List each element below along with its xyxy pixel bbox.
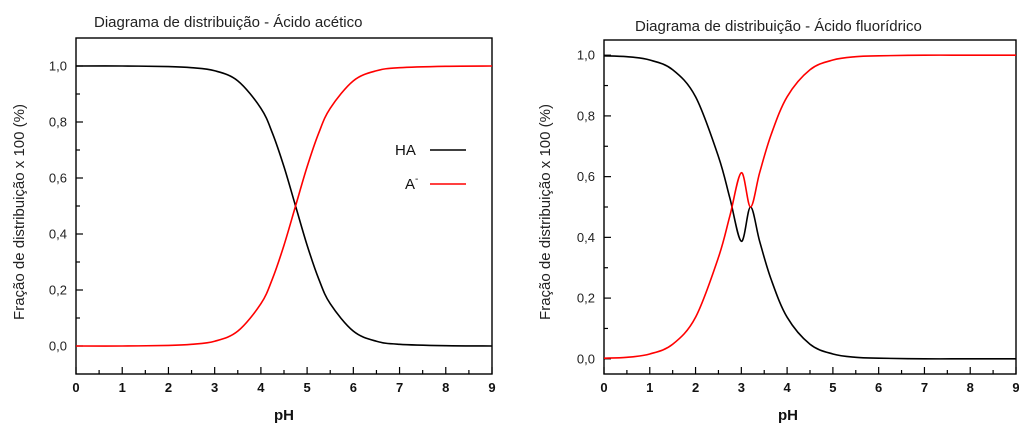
- legend-label-a: A-: [405, 174, 418, 193]
- x-tick-label: 9: [488, 380, 495, 395]
- chart-1-title: Diagrama de distribuição - Ácido acético: [94, 14, 362, 31]
- y-tick-label: 0,6: [49, 171, 67, 186]
- chart-2-plot-frame: [603, 39, 1017, 375]
- x-tick-label: 0: [600, 380, 607, 395]
- x-tick-label: 4: [783, 380, 791, 395]
- y-tick-label: 0,4: [49, 227, 67, 242]
- y-tick-label: 1,0: [577, 48, 595, 63]
- x-tick-label: 8: [967, 380, 974, 395]
- chart-1-series-ha-line: [75, 65, 493, 347]
- x-tick-label: 1: [119, 380, 126, 395]
- chart-2-title: Diagrama de distribuição - Ácido fluoríd…: [635, 18, 922, 35]
- x-tick-label: 5: [303, 380, 310, 395]
- chart-2-plot: 0 1 2 3 4 5 6 7 8 9 0,0 0,2 0,4 0,6 0,8 1,0: [577, 39, 1019, 395]
- y-tick-label: 0,2: [577, 291, 595, 306]
- x-tick-label: 0: [72, 380, 79, 395]
- y-tick-label: 0,2: [49, 283, 67, 298]
- legend-label-ha: HA: [395, 142, 416, 159]
- y-tick-label: 0,0: [49, 339, 67, 354]
- legend-label-a-superscript: -: [415, 174, 418, 185]
- chart-1-x-axis-label: pH: [274, 407, 294, 424]
- x-tick-label: 7: [396, 380, 403, 395]
- x-tick-label: 7: [921, 380, 928, 395]
- y-tick-label: 0,4: [577, 230, 595, 245]
- x-tick-label: 5: [829, 380, 836, 395]
- y-tick-label: 0,8: [49, 115, 67, 130]
- x-tick-label: 9: [1012, 380, 1019, 395]
- x-tick-label: 4: [257, 380, 265, 395]
- x-tick-label: 2: [165, 380, 172, 395]
- y-tick-label: 1,0: [49, 59, 67, 74]
- x-tick-label: 8: [442, 380, 449, 395]
- x-tick-label: 3: [211, 380, 218, 395]
- x-tick-label: 6: [875, 380, 882, 395]
- x-tick-label: 6: [350, 380, 357, 395]
- chart-1-plot-frame: [75, 37, 493, 375]
- chart-1-series-a-line: [75, 65, 493, 347]
- chart-1-y-axis-label: Fração de distribuição x 100 (%): [11, 104, 28, 320]
- y-tick-label: 0,6: [577, 169, 595, 184]
- x-tick-label: 2: [692, 380, 699, 395]
- y-tick-label: 0,0: [577, 351, 595, 366]
- legend-label-a-text: A: [405, 176, 415, 193]
- chart-1-legend: HA A-: [395, 142, 466, 193]
- chart-2-series-a-line: [603, 54, 1016, 360]
- chart-2-y-axis-label: Fração de distribuição x 100 (%): [537, 104, 554, 320]
- x-tick-label: 3: [738, 380, 745, 395]
- x-tick-label: 1: [646, 380, 653, 395]
- y-tick-label: 0,8: [577, 108, 595, 123]
- chart-2-series-ha-line: [603, 54, 1016, 360]
- chart-2-x-axis-label: pH: [778, 407, 798, 424]
- chart-1-plot: 0 1 2 3 4 5 6 7 8 9 0,0 0,2 0,4 0,6 0,8 1,0: [49, 37, 496, 395]
